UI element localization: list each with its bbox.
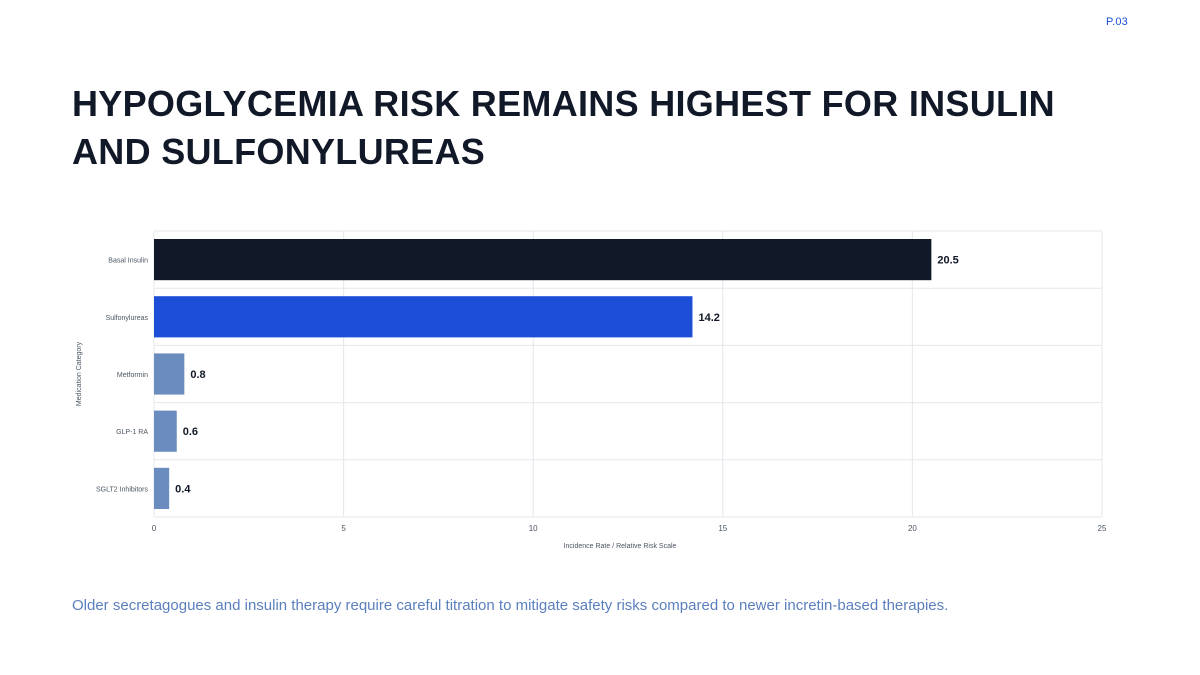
y-tick-label: Basal Insulin: [108, 258, 148, 265]
slide-title: HYPOGLYCEMIA RISK REMAINS HIGHEST FOR IN…: [72, 83, 1055, 172]
bar: [154, 239, 932, 281]
x-axis-label: Incidence Rate / Relative Risk Scale: [564, 543, 677, 550]
y-axis-label: Medication Category: [76, 341, 83, 406]
y-tick-label: SGLT2 Inhibitors: [96, 486, 149, 493]
x-tick-label: 25: [1098, 524, 1107, 533]
data-label: 0.4: [175, 483, 191, 495]
data-label: 20.5: [937, 255, 958, 267]
data-label: 0.6: [183, 426, 198, 438]
bar: [154, 410, 177, 452]
x-tick-label: 0: [152, 524, 157, 533]
bar: [154, 353, 185, 395]
data-label: 0.8: [190, 369, 205, 381]
y-tick-label: Metformin: [117, 372, 148, 379]
x-tick-label: 10: [529, 524, 538, 533]
x-tick-label: 15: [718, 524, 727, 533]
x-tick-label: 5: [341, 524, 346, 533]
bar: [154, 296, 693, 338]
chart-caption: Older secretagogues and insulin therapy …: [72, 597, 949, 614]
page-number: P.03: [1105, 16, 1128, 28]
y-tick-label: GLP-1 RA: [116, 429, 148, 436]
bar: [154, 467, 170, 509]
y-tick-label: Sulfonylureas: [106, 315, 149, 322]
data-label: 14.2: [698, 312, 719, 324]
x-tick-label: 20: [908, 524, 917, 533]
